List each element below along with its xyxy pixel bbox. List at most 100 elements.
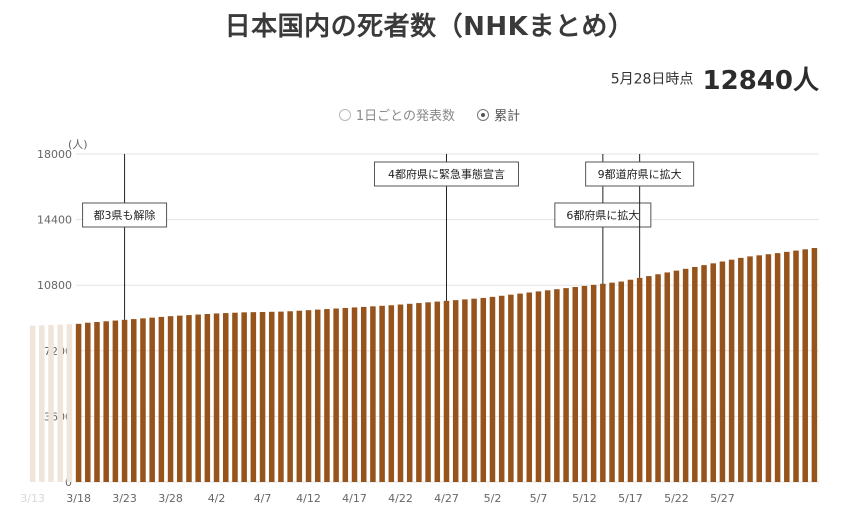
bar-30 xyxy=(305,310,312,482)
bar-65 xyxy=(627,279,634,482)
bar-79 xyxy=(756,255,762,482)
y-tick-label-3: 10800 xyxy=(37,279,72,292)
bar-57 xyxy=(554,289,560,482)
bar-63 xyxy=(609,282,615,482)
x-tick-label-13: 5/17 xyxy=(618,492,643,505)
bar-10 xyxy=(121,319,128,482)
x-tick-label-3: 3/28 xyxy=(158,492,183,505)
bar-19 xyxy=(204,313,211,482)
x-tick-label-15: 5/27 xyxy=(710,492,735,505)
bar-78 xyxy=(747,256,753,482)
bar-31 xyxy=(314,309,321,482)
bar-71 xyxy=(682,268,689,482)
bar-12 xyxy=(140,318,146,482)
bar-67 xyxy=(646,276,652,482)
bar-72 xyxy=(692,266,698,482)
annotation-label-1: 4都府県に緊急事態宣言 xyxy=(388,167,505,181)
bar-61 xyxy=(590,284,597,482)
x-tick-label-1: 3/18 xyxy=(66,492,91,505)
bar-55 xyxy=(535,291,542,482)
bar-84 xyxy=(802,249,808,482)
x-tick-label-14: 5/22 xyxy=(664,492,689,505)
bar-22 xyxy=(232,312,238,482)
bar-53 xyxy=(517,293,523,482)
annotation-1: 4都府県に緊急事態宣言 xyxy=(373,154,519,301)
bar-82 xyxy=(784,251,790,482)
bar-41 xyxy=(406,303,413,482)
bar-20 xyxy=(213,313,220,482)
bar-13 xyxy=(149,317,155,482)
y-tick-label-5: 18000 xyxy=(37,148,72,161)
annotation-box-3 xyxy=(585,161,695,187)
y-axis-label: (人) xyxy=(68,138,88,151)
bar-40 xyxy=(397,304,404,482)
annotation-box-0 xyxy=(82,202,168,228)
bar-56 xyxy=(544,290,551,482)
bar-81 xyxy=(774,253,781,482)
x-tick-label-0: 3/13 xyxy=(20,492,45,505)
bar-54 xyxy=(526,292,533,482)
bar-60 xyxy=(581,285,588,482)
daily-option[interactable]: 1日ごとの発表数 xyxy=(338,105,455,124)
bar-28 xyxy=(287,311,293,482)
total-summary: 5月28日時点 12840人 xyxy=(611,60,819,97)
bar-52 xyxy=(508,294,514,482)
bar-70 xyxy=(673,270,680,482)
bar-47 xyxy=(462,299,468,482)
bar-9 xyxy=(112,320,119,482)
daily-radio-icon[interactable] xyxy=(338,108,351,121)
bar-27 xyxy=(278,311,284,482)
cumulative-option[interactable]: 累計 xyxy=(477,105,520,124)
bar-2 xyxy=(48,324,54,482)
bar-59 xyxy=(572,287,579,482)
bar-18 xyxy=(195,314,201,482)
bar-24 xyxy=(250,312,257,482)
bar-7 xyxy=(94,322,100,482)
bar-34 xyxy=(342,307,349,482)
bar-69 xyxy=(664,272,670,482)
bar-39 xyxy=(388,305,395,482)
x-tick-label-6: 4/12 xyxy=(296,492,321,505)
x-tick-label-11: 5/7 xyxy=(530,492,548,505)
daily-option-label: 1日ごとの発表数 xyxy=(355,109,455,124)
x-tick-label-8: 4/22 xyxy=(388,492,413,505)
bar-29 xyxy=(296,310,303,482)
bar-32 xyxy=(324,309,330,482)
bar-23 xyxy=(241,312,247,482)
bar-17 xyxy=(186,315,192,482)
annotation-0: 都3県も解除 xyxy=(82,154,168,320)
bar-36 xyxy=(360,306,367,482)
bar-62 xyxy=(600,283,606,482)
bar-37 xyxy=(370,306,376,482)
bar-48 xyxy=(471,298,477,482)
bar-45 xyxy=(443,300,450,482)
bar-3 xyxy=(57,324,63,482)
bar-43 xyxy=(425,302,431,482)
x-tick-label-4: 4/2 xyxy=(208,492,226,505)
bar-6 xyxy=(85,322,91,482)
x-tick-label-10: 5/2 xyxy=(484,492,502,505)
bar-26 xyxy=(268,311,275,482)
x-tick-label-7: 4/17 xyxy=(342,492,367,505)
x-tick-label-12: 5/12 xyxy=(572,492,597,505)
bar-44 xyxy=(434,301,441,482)
bar-74 xyxy=(710,263,716,482)
total-count: 12840人 xyxy=(702,66,819,96)
bar-0 xyxy=(29,325,36,482)
bar-76 xyxy=(728,259,735,482)
y-tick-label-4: 14400 xyxy=(37,214,72,227)
bar-4 xyxy=(66,324,73,482)
as-of-date: 5月28日時点 xyxy=(610,71,694,88)
bar-11 xyxy=(131,319,137,482)
cumulative-radio-icon[interactable] xyxy=(477,108,490,121)
bar-50 xyxy=(489,296,496,482)
annotation-box-1 xyxy=(373,161,519,187)
bar-85 xyxy=(811,248,818,482)
bar-64 xyxy=(618,281,625,482)
bar-38 xyxy=(379,305,385,482)
view-toggle: 1日ごとの発表数 累計 xyxy=(0,105,859,125)
bar-21 xyxy=(222,313,229,482)
x-tick-label-9: 4/27 xyxy=(434,492,459,505)
cumulative-option-label: 累計 xyxy=(494,109,521,124)
